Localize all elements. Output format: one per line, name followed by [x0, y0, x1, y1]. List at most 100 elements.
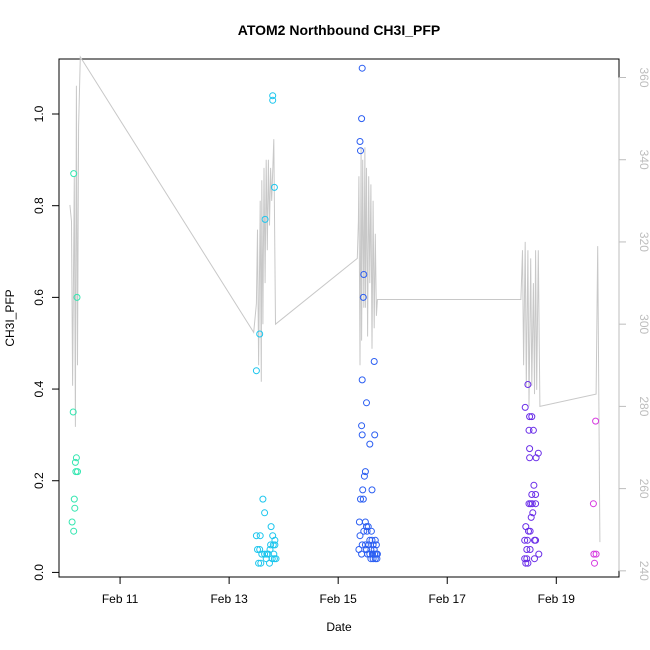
- data-point: [532, 454, 540, 462]
- chart-title: ATOM2 Northbound CH3I_PFP: [238, 22, 440, 38]
- right-y-tick-label: 300: [637, 314, 650, 334]
- data-point: [366, 550, 374, 558]
- data-point: [252, 367, 260, 375]
- data-point: [369, 555, 377, 563]
- data-point: [256, 330, 264, 338]
- data-point: [531, 555, 538, 563]
- data-point: [68, 518, 76, 526]
- data-point: [255, 559, 263, 567]
- data-point: [70, 495, 78, 503]
- data-point: [521, 536, 529, 544]
- data-point: [523, 546, 531, 553]
- y-axis: 0.0 0.2 0.4 0.6 0.8 1.0: [32, 105, 60, 581]
- data-point: [358, 550, 366, 558]
- data-point: [69, 408, 77, 416]
- data-point: [371, 431, 379, 439]
- data-point: [269, 96, 277, 104]
- data-point: [361, 541, 369, 549]
- data-point: [254, 546, 261, 553]
- y-tick-label: 1.0: [32, 105, 46, 122]
- data-point: [364, 550, 372, 558]
- x-tick-label: Feb 19: [538, 592, 576, 606]
- data-point: [528, 491, 536, 498]
- data-point: [535, 550, 543, 558]
- x-tick-label: Feb 13: [210, 592, 248, 606]
- data-point: [361, 468, 369, 476]
- data-point: [366, 440, 374, 448]
- data-point: [271, 541, 279, 549]
- data-point: [591, 559, 598, 567]
- data-point: [530, 481, 538, 489]
- data-point: [70, 527, 78, 535]
- data-point: [527, 500, 535, 508]
- data-point: [357, 495, 364, 503]
- data-point: [272, 555, 280, 563]
- secondary-line-layer: [69, 55, 601, 543]
- data-point: [363, 527, 371, 535]
- data-point: [526, 546, 534, 553]
- right-y-tick-label: 280: [637, 396, 650, 416]
- x-axis: Feb 11 Feb 13 Feb 15 Feb 17 Feb 19: [102, 576, 576, 606]
- data-point: [256, 532, 264, 540]
- data-point: [524, 381, 532, 388]
- data-point: [532, 500, 540, 508]
- data-point: [72, 454, 80, 462]
- data-point: [529, 509, 537, 517]
- right-y-axis: 240 260 280 300 320 340 360: [618, 67, 650, 581]
- x-tick-label: Feb 17: [429, 592, 467, 606]
- right-y-tick-label: 240: [637, 561, 650, 581]
- right-y-tick-label: 320: [637, 232, 650, 252]
- data-point: [74, 468, 81, 476]
- data-point: [261, 509, 269, 517]
- data-point: [267, 541, 275, 549]
- data-point: [358, 115, 366, 123]
- data-point: [358, 422, 366, 430]
- y-tick-label: 0.8: [32, 197, 46, 214]
- data-point: [266, 546, 274, 553]
- data-point: [526, 413, 534, 421]
- data-point: [532, 491, 540, 498]
- x-tick-label: Feb 15: [320, 592, 358, 606]
- data-point: [590, 550, 598, 558]
- right-y-tick-label: 360: [637, 67, 650, 87]
- data-point: [258, 550, 266, 558]
- data-point: [356, 138, 364, 145]
- data-point: [526, 527, 534, 535]
- data-point: [363, 546, 370, 553]
- data-point: [521, 555, 529, 563]
- y-axis-label: CH3I_PFP: [3, 289, 17, 346]
- data-point: [367, 527, 375, 535]
- data-point: [252, 532, 260, 540]
- data-point: [370, 358, 378, 365]
- data-point: [71, 504, 79, 512]
- data-point: [271, 536, 279, 544]
- data-point: [360, 271, 368, 278]
- right-y-tick-label: 260: [637, 479, 650, 499]
- data-point: [359, 486, 367, 494]
- data-point: [526, 454, 534, 462]
- data-point: [267, 523, 275, 531]
- data-point: [592, 417, 600, 425]
- data-point: [355, 518, 363, 526]
- points-layer: [68, 64, 600, 567]
- x-axis-label: Date: [326, 620, 352, 634]
- data-point: [529, 426, 537, 434]
- data-point: [259, 495, 267, 503]
- data-point: [70, 170, 78, 178]
- y-tick-label: 0.0: [32, 564, 46, 581]
- data-point: [522, 559, 530, 567]
- data-point: [257, 559, 265, 567]
- data-point: [523, 555, 531, 563]
- data-point: [524, 559, 532, 567]
- data-point: [592, 550, 600, 558]
- data-point: [526, 445, 534, 453]
- data-point: [589, 500, 597, 508]
- data-point: [266, 559, 273, 567]
- data-point: [360, 472, 368, 480]
- data-point: [261, 215, 269, 223]
- data-point: [521, 403, 529, 411]
- data-point: [359, 495, 367, 503]
- data-point: [356, 532, 364, 540]
- data-point: [270, 183, 278, 191]
